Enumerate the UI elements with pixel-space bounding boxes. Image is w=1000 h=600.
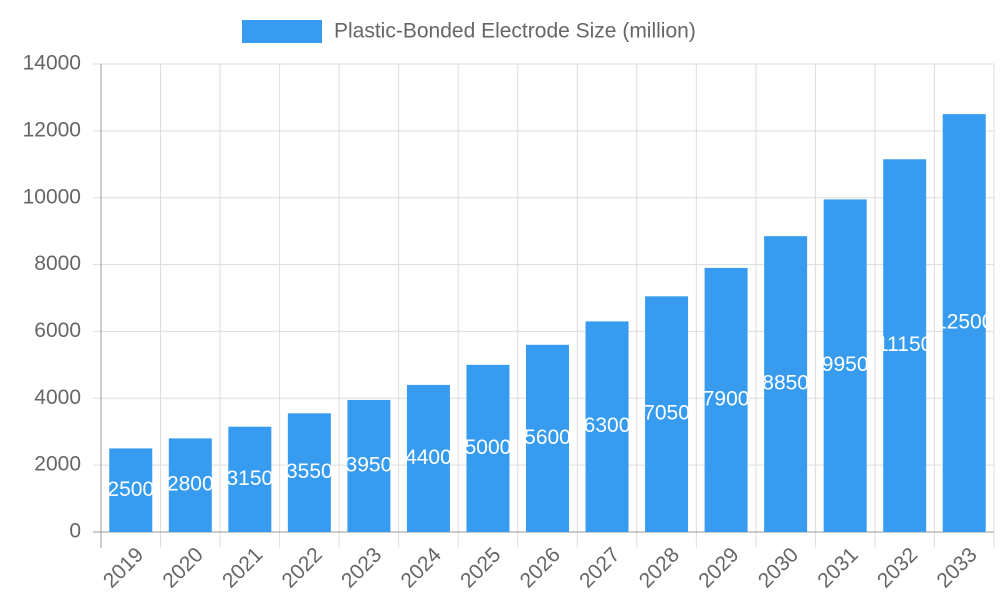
x-tick-label: 2031 [813, 543, 862, 592]
data-label: 4400 [405, 446, 452, 469]
data-label: 3950 [346, 454, 393, 477]
y-tick-label: 12000 [23, 118, 81, 141]
bar [645, 296, 689, 532]
bar [287, 413, 331, 532]
data-label: 2500 [107, 478, 154, 501]
y-tick-label: 8000 [34, 252, 81, 275]
data-label: 3150 [226, 467, 273, 490]
x-tick-label: 2023 [337, 543, 386, 592]
x-tick-label: 2032 [873, 543, 922, 592]
data-label: 6300 [584, 414, 631, 437]
bar [466, 364, 510, 532]
data-label: 7050 [643, 402, 690, 425]
bar [168, 438, 212, 532]
x-tick-label: 2029 [694, 543, 743, 592]
x-tick-label: 2033 [932, 543, 981, 592]
bar [347, 399, 391, 532]
x-tick-label: 2020 [158, 543, 207, 592]
x-tick-label: 2019 [99, 543, 148, 592]
x-tick-label: 2024 [397, 543, 447, 593]
data-label: 3550 [286, 460, 333, 483]
y-tick-label: 4000 [34, 386, 81, 409]
x-tick-label: 2026 [516, 543, 565, 592]
bar [406, 384, 450, 532]
bar [526, 344, 569, 532]
y-tick-label: 0 [69, 520, 81, 543]
x-tick-label: 2025 [456, 543, 505, 592]
y-tick-label: 6000 [34, 319, 81, 342]
data-label: 7900 [703, 388, 750, 411]
x-tick-label: 2028 [635, 543, 684, 592]
bar [823, 199, 867, 532]
data-label: 8850 [762, 372, 809, 395]
legend-swatch [242, 20, 322, 43]
x-tick-label: 2027 [575, 543, 624, 592]
bar [704, 267, 748, 532]
bar [109, 448, 153, 532]
data-label: 5600 [524, 426, 571, 449]
legend-label: Plastic-Bonded Electrode Size (million) [334, 20, 696, 43]
y-tick-label: 2000 [34, 453, 81, 476]
data-label: 2800 [167, 473, 214, 496]
y-tick-label: 14000 [23, 52, 81, 75]
data-label: 11150 [877, 333, 932, 356]
bar [883, 159, 927, 532]
x-tick-label: 2021 [218, 543, 267, 592]
x-tick-label: 2022 [278, 543, 327, 592]
bar [228, 426, 272, 532]
data-label: 9950 [822, 353, 869, 376]
data-label: 12500 [935, 311, 993, 334]
bar [942, 114, 986, 533]
y-tick-label: 10000 [23, 185, 81, 208]
x-tick-label: 2030 [754, 543, 803, 592]
bar [764, 236, 808, 532]
data-label: 5000 [465, 436, 512, 459]
bar [585, 321, 629, 532]
